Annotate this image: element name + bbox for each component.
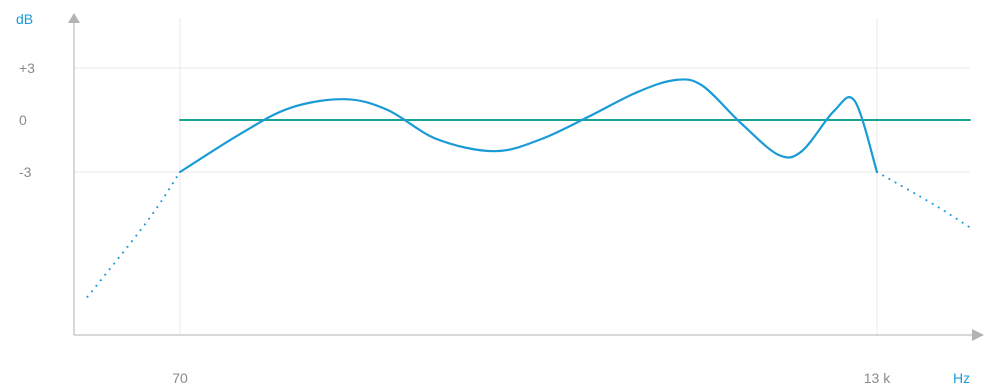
rolloff-dotted-line-2 xyxy=(86,171,181,298)
y-tick-label: +3 xyxy=(19,60,35,76)
grid-lines xyxy=(74,18,970,335)
axes xyxy=(68,13,984,341)
x-tick-label: 70 xyxy=(172,370,188,385)
y-tick-label: 0 xyxy=(19,112,27,128)
x-axis-unit-label: Hz xyxy=(953,370,970,385)
y-tick-label: -3 xyxy=(19,164,32,180)
x-tick-label: 13 k xyxy=(864,370,891,385)
rolloff-dotted-line-3 xyxy=(876,171,971,229)
response-curve-line xyxy=(178,78,879,174)
y-axis-unit-label: dB xyxy=(16,11,33,27)
x-axis-arrow-icon xyxy=(972,329,984,341)
y-axis-arrow-icon xyxy=(68,13,80,23)
series-lines xyxy=(86,78,971,298)
tick-labels: +3 0 -3 70 13 k xyxy=(19,60,891,385)
